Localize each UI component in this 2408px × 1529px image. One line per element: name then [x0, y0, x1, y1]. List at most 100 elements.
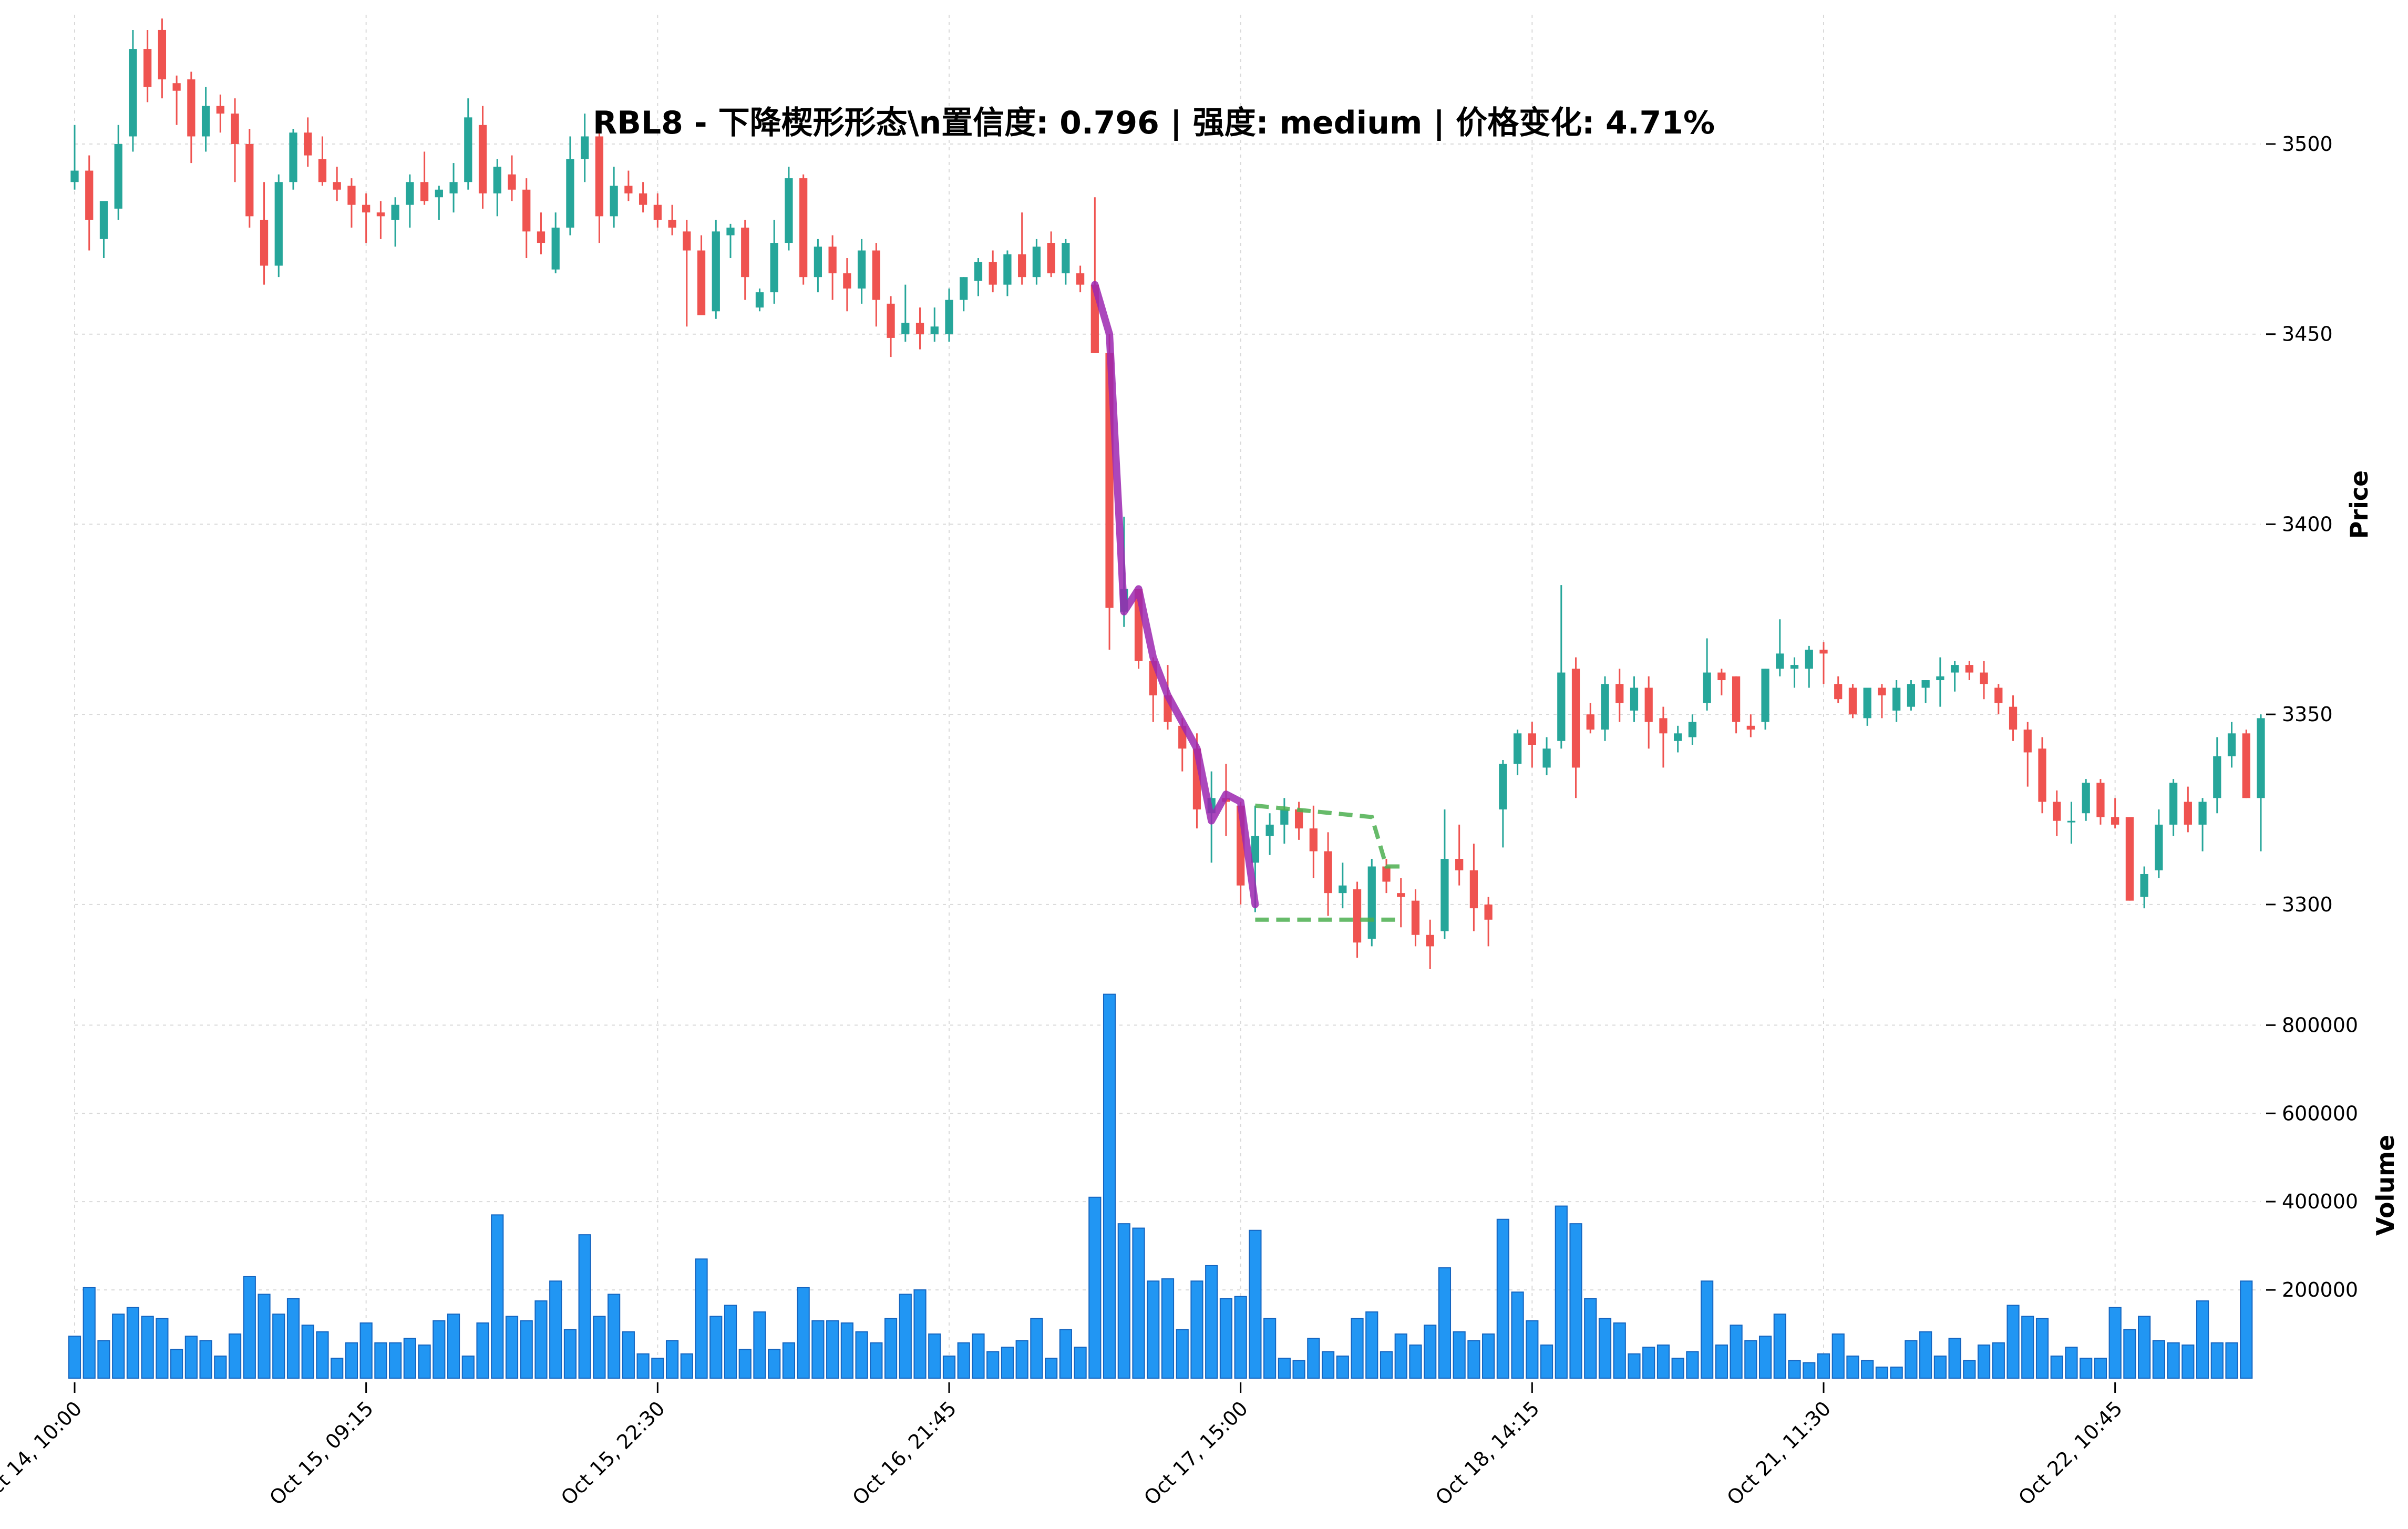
candle [376, 201, 385, 239]
candle-body [464, 117, 472, 182]
candle [201, 87, 210, 152]
volume-bar [1307, 1338, 1320, 1379]
candle [1047, 231, 1055, 278]
candle-body [435, 189, 443, 198]
volume-bar [1875, 1367, 1889, 1379]
candle-body [129, 49, 137, 137]
candle-body [376, 212, 385, 217]
volume-bar [520, 1320, 533, 1379]
time-tick-label: Oct 17, 15:00 [1139, 1397, 1252, 1510]
volume-bar [1919, 1331, 1932, 1379]
candle [1732, 676, 1741, 734]
volume-bar [855, 1331, 868, 1379]
candle [1440, 809, 1449, 939]
volume-bar [811, 1320, 825, 1379]
candle [828, 235, 837, 300]
volume-bar [1569, 1223, 1582, 1379]
volume-bar [1905, 1340, 1918, 1379]
candle-body [1484, 904, 1493, 920]
candle-body [566, 159, 574, 228]
candle [843, 258, 851, 312]
candle-body [785, 178, 793, 243]
candle [1090, 197, 1099, 353]
candle-body [1732, 676, 1741, 722]
candle-body [1863, 687, 1871, 719]
candle [814, 239, 822, 293]
volume-tick-label: 400000 [2282, 1190, 2358, 1213]
candle [1980, 661, 1988, 700]
volume-bar [2152, 1340, 2165, 1379]
candle [537, 212, 546, 254]
candle-body [2169, 783, 2178, 825]
volume-bar [549, 1280, 562, 1379]
candle-body [857, 250, 866, 289]
volume-bar [1977, 1345, 1991, 1379]
volume-bar [1117, 1223, 1130, 1379]
candle [1426, 919, 1434, 969]
time-tick-label: Oct 15, 22:30 [557, 1397, 670, 1510]
candle-body [2038, 748, 2046, 802]
candle [2067, 802, 2076, 844]
candle-body [1980, 672, 1988, 684]
candle [464, 98, 472, 190]
candle-body [1294, 809, 1303, 829]
candle-body [1076, 273, 1085, 285]
candle [347, 178, 356, 228]
candle-body [2096, 783, 2105, 817]
candle [974, 258, 983, 296]
candle-body [683, 231, 691, 251]
candle [391, 197, 399, 247]
candle-body [1601, 684, 1609, 730]
candle [435, 186, 443, 220]
candle [2096, 779, 2105, 825]
candle-body [1339, 885, 1347, 894]
candle [1776, 619, 1784, 676]
candle-body [1251, 836, 1260, 863]
candle-body [1761, 669, 1769, 722]
time-tick-label: Oct 16, 21:45 [848, 1397, 961, 1510]
candle [1936, 657, 1944, 707]
candle [1542, 737, 1551, 775]
volume-bar [1817, 1353, 1830, 1379]
candle [1761, 669, 1769, 730]
candle-body [1367, 866, 1376, 939]
candle [960, 277, 968, 312]
candle [1076, 265, 1085, 293]
candle-body [1542, 748, 1551, 768]
candle-body [2140, 874, 2148, 897]
candle [70, 125, 79, 190]
candle-body [610, 186, 618, 217]
candle [1878, 684, 1886, 719]
volume-bar [272, 1313, 285, 1379]
volume-bar [1030, 1318, 1043, 1379]
candle [2213, 737, 2221, 814]
candle-body [741, 228, 749, 278]
volume-bar [461, 1356, 475, 1379]
candle [1513, 730, 1522, 775]
volume-bar [680, 1353, 693, 1379]
pattern-overlay [1091, 281, 1401, 922]
candle [1644, 676, 1653, 749]
volume-bar [695, 1258, 708, 1379]
candle-body [1907, 684, 1916, 707]
volume-bar [1773, 1313, 1786, 1379]
volume-axis-title: Volume [2371, 1135, 2400, 1236]
candle [143, 29, 152, 102]
volume-bar [418, 1345, 431, 1379]
candle [304, 117, 312, 167]
candle-body [85, 170, 94, 220]
candle [2038, 737, 2046, 814]
candle [2242, 730, 2250, 798]
candle-body [493, 167, 501, 194]
candle [1339, 863, 1347, 909]
candle [2169, 779, 2178, 836]
candle [785, 167, 793, 251]
volume-bar [228, 1333, 242, 1379]
candle [478, 106, 487, 209]
candle-body [289, 132, 297, 182]
volume-bar [2138, 1316, 2151, 1379]
candle-body [2082, 783, 2090, 814]
volume-bar [2035, 1318, 2049, 1379]
volume-bar [2050, 1356, 2063, 1379]
